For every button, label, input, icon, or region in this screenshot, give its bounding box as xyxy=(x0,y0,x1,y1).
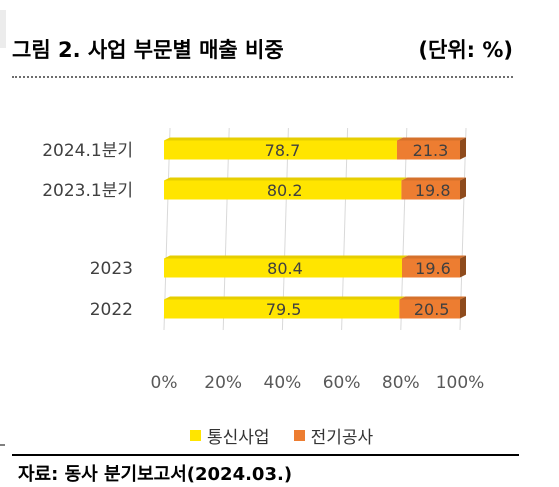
data-label: 80.4 xyxy=(267,259,303,278)
legend-swatch-telecom xyxy=(190,430,201,441)
bar-segment xyxy=(164,140,397,160)
gridline xyxy=(163,127,171,331)
bar-side-face xyxy=(460,255,466,278)
figure-title: 그림 2. 사업 부문별 매출 비중 xyxy=(12,38,284,62)
x-tick-label: 20% xyxy=(204,373,242,393)
unit-label: (단위: %) xyxy=(418,38,513,62)
category-label: 2024.1분기 xyxy=(42,141,133,161)
bar-segment xyxy=(396,140,460,160)
data-label: 80.2 xyxy=(267,181,303,200)
header-divider xyxy=(12,76,513,78)
bar-segment xyxy=(401,180,460,200)
data-label: 19.8 xyxy=(415,181,451,200)
bar-segment xyxy=(399,299,460,319)
source-note: 자료: 동사 분기보고서(2024.03.) xyxy=(18,464,293,485)
gridline xyxy=(222,127,230,331)
bar-side-face xyxy=(460,296,466,319)
x-tick-label: 100% xyxy=(436,373,485,393)
x-tick-label: 40% xyxy=(264,373,302,393)
bar-segment xyxy=(164,180,402,200)
bar-top-face xyxy=(164,177,408,181)
gridline xyxy=(281,127,289,331)
bar-top-face xyxy=(396,137,466,141)
source-divider xyxy=(12,454,519,456)
legend-label-telecom: 통신사업 xyxy=(207,428,270,448)
legend-item-telecom: 통신사업 xyxy=(190,423,270,448)
bar-top-face xyxy=(401,255,466,259)
data-label: 19.6 xyxy=(415,259,451,278)
bar-top-face xyxy=(399,296,466,300)
bar-top-face xyxy=(164,137,403,141)
bar-side-face xyxy=(460,137,466,160)
bar-side-face xyxy=(460,177,466,200)
data-label: 21.3 xyxy=(413,141,449,160)
data-label: 79.5 xyxy=(266,300,302,319)
bar-segment xyxy=(164,299,400,319)
category-label: 2023 xyxy=(90,259,133,279)
category-label: 2023.1분기 xyxy=(42,181,133,201)
legend-swatch-electrical xyxy=(293,430,305,441)
header-accent-bar xyxy=(0,10,6,48)
x-tick-label: 0% xyxy=(151,373,178,393)
chart-legend: 통신사업 전기공사 xyxy=(190,423,397,448)
gridline xyxy=(400,127,408,331)
margin-marker xyxy=(0,444,5,446)
legend-label-electrical: 전기공사 xyxy=(310,428,374,448)
bar-segment xyxy=(164,258,402,278)
legend-item-electrical: 전기공사 xyxy=(293,423,374,448)
x-tick-label: 80% xyxy=(382,373,420,393)
data-label: 78.7 xyxy=(265,141,301,160)
revenue-share-chart: 0% 20% 40% 60% 80% 100% 2024.1분기 2023.1분기 2023 20… xyxy=(42,127,485,393)
gridline xyxy=(341,127,349,331)
bar-segment xyxy=(401,258,460,278)
category-label: 2022 xyxy=(90,300,133,320)
data-label: 20.5 xyxy=(414,300,450,319)
bar-top-face xyxy=(164,296,406,300)
x-tick-label: 60% xyxy=(323,373,361,393)
bar-top-face xyxy=(401,177,466,181)
bar-top-face xyxy=(164,255,408,259)
gridline xyxy=(459,127,467,331)
